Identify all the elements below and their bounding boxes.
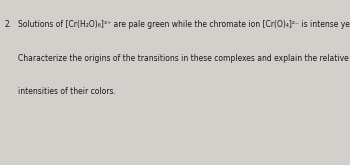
Text: 2.: 2.: [4, 20, 11, 29]
Text: Solutions of [Cr(H₂O)₆]³⁺ are pale green while the chromate ion [Cr(O)₄]²⁻ is in: Solutions of [Cr(H₂O)₆]³⁺ are pale green…: [18, 20, 350, 29]
Text: intensities of their colors.: intensities of their colors.: [18, 87, 116, 97]
Text: Characterize the origins of the transitions in these complexes and explain the r: Characterize the origins of the transiti…: [18, 54, 349, 64]
